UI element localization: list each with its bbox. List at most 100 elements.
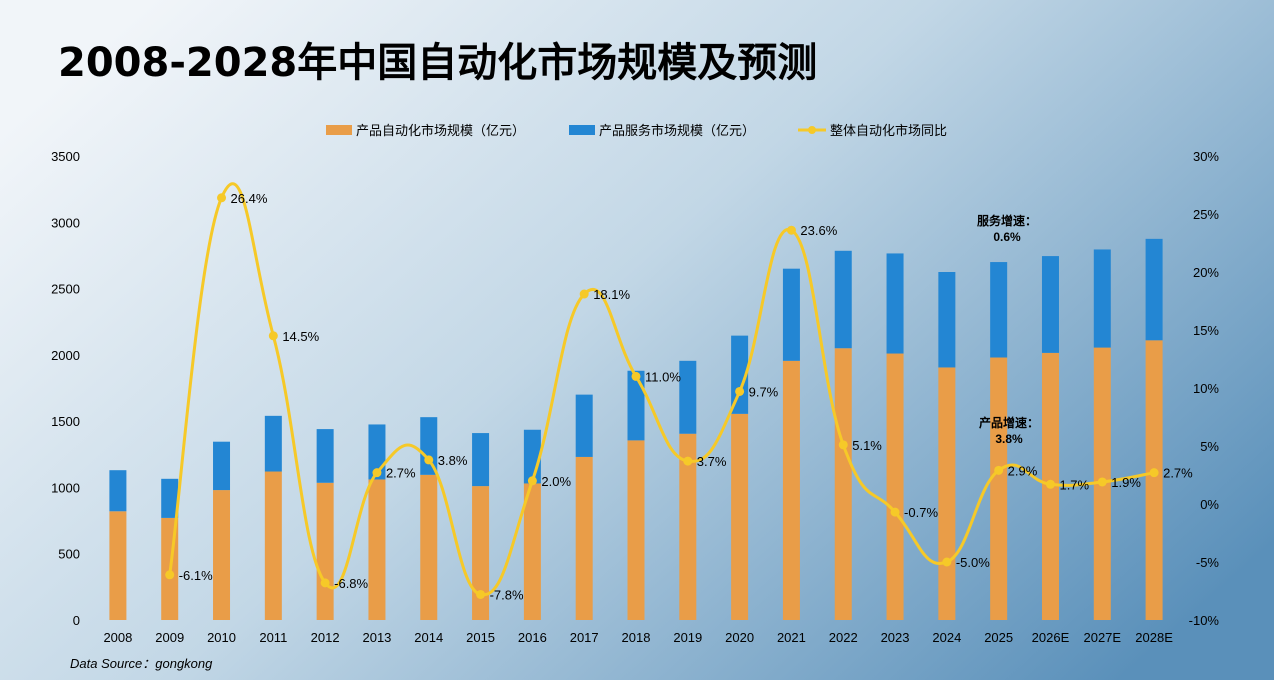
growth-line: -6.1% 26.4% 14.5% -6.8% 2.7% 3.8% -7.8% 2.0% 18.… [165, 182, 1193, 602]
x-tick-label: 2008 [103, 630, 132, 645]
y-left-tick-label: 1000 [51, 480, 80, 495]
legend-label-service: 产品服务市场规模（亿元） [599, 123, 755, 138]
x-tick-label: 2015 [466, 630, 495, 645]
x-tick-label: 2017 [570, 630, 599, 645]
bar-product [1145, 340, 1163, 620]
bar-product [627, 440, 645, 620]
annotation-line2: 0.6% [993, 230, 1021, 244]
bar-product [264, 471, 282, 620]
bar-service [575, 394, 593, 457]
y-left-tick-label: 1500 [51, 414, 80, 429]
growth-data-label: 26.4% [231, 191, 268, 206]
bar-service [472, 433, 490, 487]
bar-service [782, 268, 800, 361]
growth-point [372, 468, 382, 478]
bar-service [161, 478, 179, 518]
growth-data-label: -0.7% [904, 505, 938, 520]
bar-service [627, 370, 645, 441]
x-tick-label: 2028E [1135, 630, 1173, 645]
data-source: Data Source：gongkong [70, 656, 213, 671]
x-tick-label: 2022 [829, 630, 858, 645]
growth-data-label: -6.1% [179, 568, 213, 583]
x-tick-label: 2014 [414, 630, 443, 645]
y-right-tick-label: -5% [1196, 555, 1220, 570]
bar-product [472, 486, 490, 620]
bar-service [1093, 249, 1111, 348]
bar-product [109, 511, 127, 620]
growth-data-label: -7.8% [490, 587, 524, 602]
growth-point [268, 331, 278, 341]
growth-point [579, 289, 589, 299]
bar-product [575, 456, 593, 620]
axes: 0 500 1000 1500 2000 2500 3000 3500 -10% -5% 0% 5% 1… [51, 149, 1219, 645]
y-right-tick-label: 25% [1193, 207, 1219, 222]
x-tick-label: 2026E [1032, 630, 1070, 645]
bar-service [938, 272, 956, 368]
x-tick-label: 2027E [1083, 630, 1121, 645]
x-tick-label: 2016 [518, 630, 547, 645]
y-right-tick-label: 20% [1193, 265, 1219, 280]
bar-service [1041, 256, 1059, 353]
annotation-line2: 3.8% [995, 432, 1023, 446]
y-right-tick-label: 30% [1193, 149, 1219, 164]
bar-product [886, 353, 904, 620]
bars [109, 238, 1163, 620]
growth-point [1045, 479, 1055, 489]
bar-product [938, 367, 956, 620]
bar-service [316, 429, 334, 483]
growth-data-label: 1.7% [1059, 477, 1089, 492]
bar-service [834, 250, 852, 349]
x-tick-label: 2010 [207, 630, 236, 645]
growth-point [994, 465, 1004, 475]
legend-label-growth: 整体自动化市场同比 [830, 123, 947, 138]
bar-product [213, 490, 231, 620]
bar-product [523, 483, 541, 620]
growth-point [838, 440, 848, 450]
growth-point [320, 578, 330, 588]
x-tick-label: 2009 [155, 630, 184, 645]
y-right-tick-label: -10% [1189, 613, 1220, 628]
annotation-line1: 服务增速： [977, 213, 1037, 228]
growth-point [1149, 468, 1159, 478]
legend: 产品自动化市场规模（亿元） 产品服务市场规模（亿元） 整体自动化市场同比 [326, 123, 947, 138]
growth-data-label: 2.0% [541, 474, 571, 489]
growth-point [1097, 477, 1107, 487]
growth-point [683, 456, 693, 466]
bar-product [834, 348, 852, 620]
growth-data-label: -6.8% [334, 576, 368, 591]
legend-swatch-service [569, 125, 595, 135]
growth-point [217, 193, 227, 203]
growth-data-label: 2.7% [386, 466, 416, 481]
bar-product [731, 413, 749, 620]
growth-data-label: 1.9% [1111, 475, 1141, 490]
growth-point [424, 455, 434, 465]
growth-point [735, 386, 745, 396]
growth-point [165, 570, 175, 580]
x-tick-label: 2012 [311, 630, 340, 645]
x-tick-label: 2019 [673, 630, 702, 645]
growth-point [631, 371, 641, 381]
annotations: 服务增速： 0.6% 产品增速： 3.8% [977, 213, 1039, 446]
growth-data-label: 2.9% [1008, 463, 1038, 478]
growth-point [786, 225, 796, 235]
legend-label-product: 产品自动化市场规模（亿元） [356, 123, 525, 138]
growth-data-label: 3.7% [697, 454, 727, 469]
x-tick-label: 2018 [622, 630, 651, 645]
bar-service [886, 253, 904, 354]
legend-swatch-product [326, 125, 352, 135]
growth-point [527, 476, 537, 486]
bar-product [679, 433, 697, 620]
growth-data-label: 3.8% [438, 453, 468, 468]
growth-data-label: 11.0% [645, 369, 681, 384]
y-left-tick-label: 3500 [51, 149, 80, 164]
annotation-line1: 产品增速： [979, 415, 1039, 430]
growth-data-label: 14.5% [282, 329, 319, 344]
y-left-tick-label: 2000 [51, 348, 80, 363]
bar-service [990, 262, 1008, 358]
growth-point [942, 557, 952, 567]
x-tick-label: 2021 [777, 630, 806, 645]
y-right-tick-label: 5% [1200, 439, 1219, 454]
growth-data-label: -5.0% [956, 555, 990, 570]
growth-data-label: 5.1% [852, 438, 882, 453]
